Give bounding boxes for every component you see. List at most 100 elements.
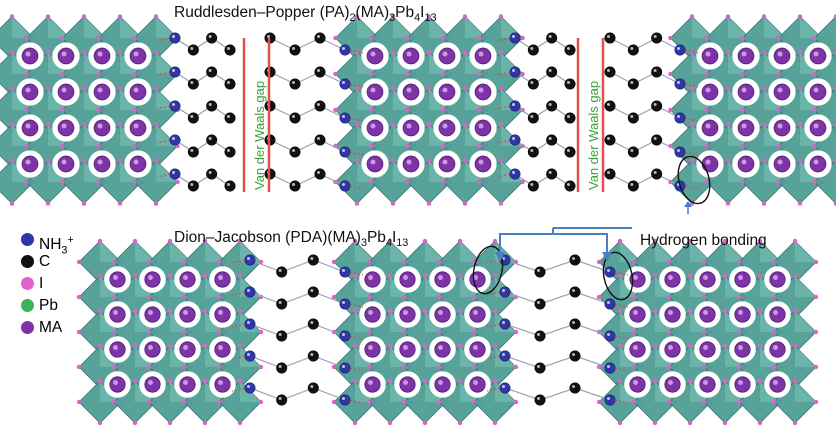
nh3-atom: [499, 350, 511, 362]
iodide-atom: [771, 364, 777, 370]
ma-highlight: [218, 345, 223, 350]
chain-bond: [269, 105, 346, 119]
octahedron-face: [795, 311, 816, 332]
ma-highlight: [438, 310, 443, 315]
carbon-atom: [307, 318, 319, 330]
atom-highlight: [607, 365, 610, 368]
iodide-atom: [477, 143, 482, 149]
ma-cation: [809, 155, 827, 173]
iodide-atom: [441, 35, 446, 41]
iodide-atom: [333, 107, 338, 113]
ma-highlight: [738, 310, 743, 315]
carbon-atom: [527, 112, 539, 124]
iodide-atom: [60, 71, 65, 77]
atom-highlight: [530, 149, 534, 152]
ma-cation: [57, 119, 75, 137]
octahedron-face: [501, 16, 523, 38]
iodide-atom: [498, 86, 504, 91]
iodide-atom: [96, 179, 101, 185]
ma-highlight: [406, 87, 412, 93]
hbond-arrow-head: [602, 252, 612, 262]
iodide-atom: [111, 329, 117, 335]
atom-highlight: [172, 171, 175, 174]
ma-highlight: [478, 51, 484, 57]
carbon-atom: [651, 134, 663, 146]
atom-highlight: [227, 115, 230, 118]
ma-highlight: [370, 51, 376, 57]
iodide-atom: [331, 294, 337, 300]
iodide-atom: [390, 86, 396, 91]
atom-highlight: [630, 47, 634, 50]
iodide-atom: [722, 343, 728, 349]
iodide-atom: [258, 329, 264, 335]
iodide-atom: [60, 143, 65, 149]
octahedron-face: [760, 241, 781, 262]
iodide-atom: [167, 420, 173, 426]
ma-highlight: [61, 51, 67, 57]
iodide-atom: [701, 329, 707, 335]
iodide-atom: [333, 71, 338, 77]
ma-cation: [737, 47, 755, 65]
ma-cation: [809, 47, 827, 65]
iodide-atom: [96, 35, 101, 41]
carbon-atom: [569, 286, 581, 298]
iodide-atom: [352, 420, 358, 426]
nh3-atom: [339, 394, 351, 406]
iodide-atom: [132, 378, 138, 384]
ma-cation: [734, 341, 751, 358]
iodide-atom: [666, 294, 672, 300]
iodide-atom: [471, 399, 477, 405]
chain-bond: [609, 105, 681, 119]
iodide-atom: [76, 399, 82, 405]
iodide-atom: [617, 420, 623, 426]
atom-highlight: [677, 149, 680, 152]
carbon-atom: [206, 134, 218, 146]
iodide-atom: [736, 259, 742, 265]
nh3-atom: [244, 318, 256, 330]
iodide-atom: [722, 273, 728, 279]
ma-highlight: [813, 159, 819, 165]
ma-cation: [469, 376, 486, 393]
carbon-atom: [307, 350, 319, 362]
carbon-atom: [276, 394, 288, 406]
carbon-atom: [627, 44, 639, 56]
ma-cation: [179, 271, 196, 288]
iodide-atom: [687, 343, 693, 349]
iodide-atom: [76, 364, 82, 370]
atom-highlight: [607, 269, 610, 272]
ma-dot-icon: [21, 321, 34, 334]
atom-highlight: [247, 353, 250, 356]
ma-cation: [474, 119, 492, 137]
hbond-highlight-ellipse: [602, 251, 634, 301]
vdw-gap-label-2: Van der Waals gap: [586, 80, 601, 190]
ma-cation: [129, 155, 147, 173]
ma-cation: [179, 376, 196, 393]
iodide-atom: [701, 399, 707, 405]
ma-cation: [399, 306, 416, 323]
octahedron-face: [120, 16, 142, 38]
iodide-atom: [97, 273, 103, 279]
carbon-atom: [651, 66, 663, 78]
carbon-atom: [224, 78, 236, 90]
ma-highlight: [113, 275, 118, 280]
ma-highlight: [668, 310, 673, 315]
ma-cation: [699, 341, 716, 358]
ma-highlight: [703, 380, 708, 385]
ma-highlight: [370, 87, 376, 93]
atom-highlight: [310, 289, 314, 292]
iodide-atom: [352, 343, 358, 349]
ma-highlight: [368, 380, 373, 385]
chain-bond: [504, 387, 611, 401]
atom-highlight: [502, 353, 505, 356]
ma-cation: [57, 83, 75, 101]
atom-highlight: [278, 333, 282, 336]
iodide-atom: [237, 308, 243, 314]
iodide-atom: [153, 201, 159, 206]
iodide-atom: [761, 50, 767, 55]
iodide-atom: [369, 107, 374, 113]
ma-cation: [773, 119, 791, 137]
ma-highlight: [218, 310, 223, 315]
nh3-atom: [339, 298, 351, 310]
ma-highlight: [403, 345, 408, 350]
iodide-atom: [722, 378, 728, 384]
